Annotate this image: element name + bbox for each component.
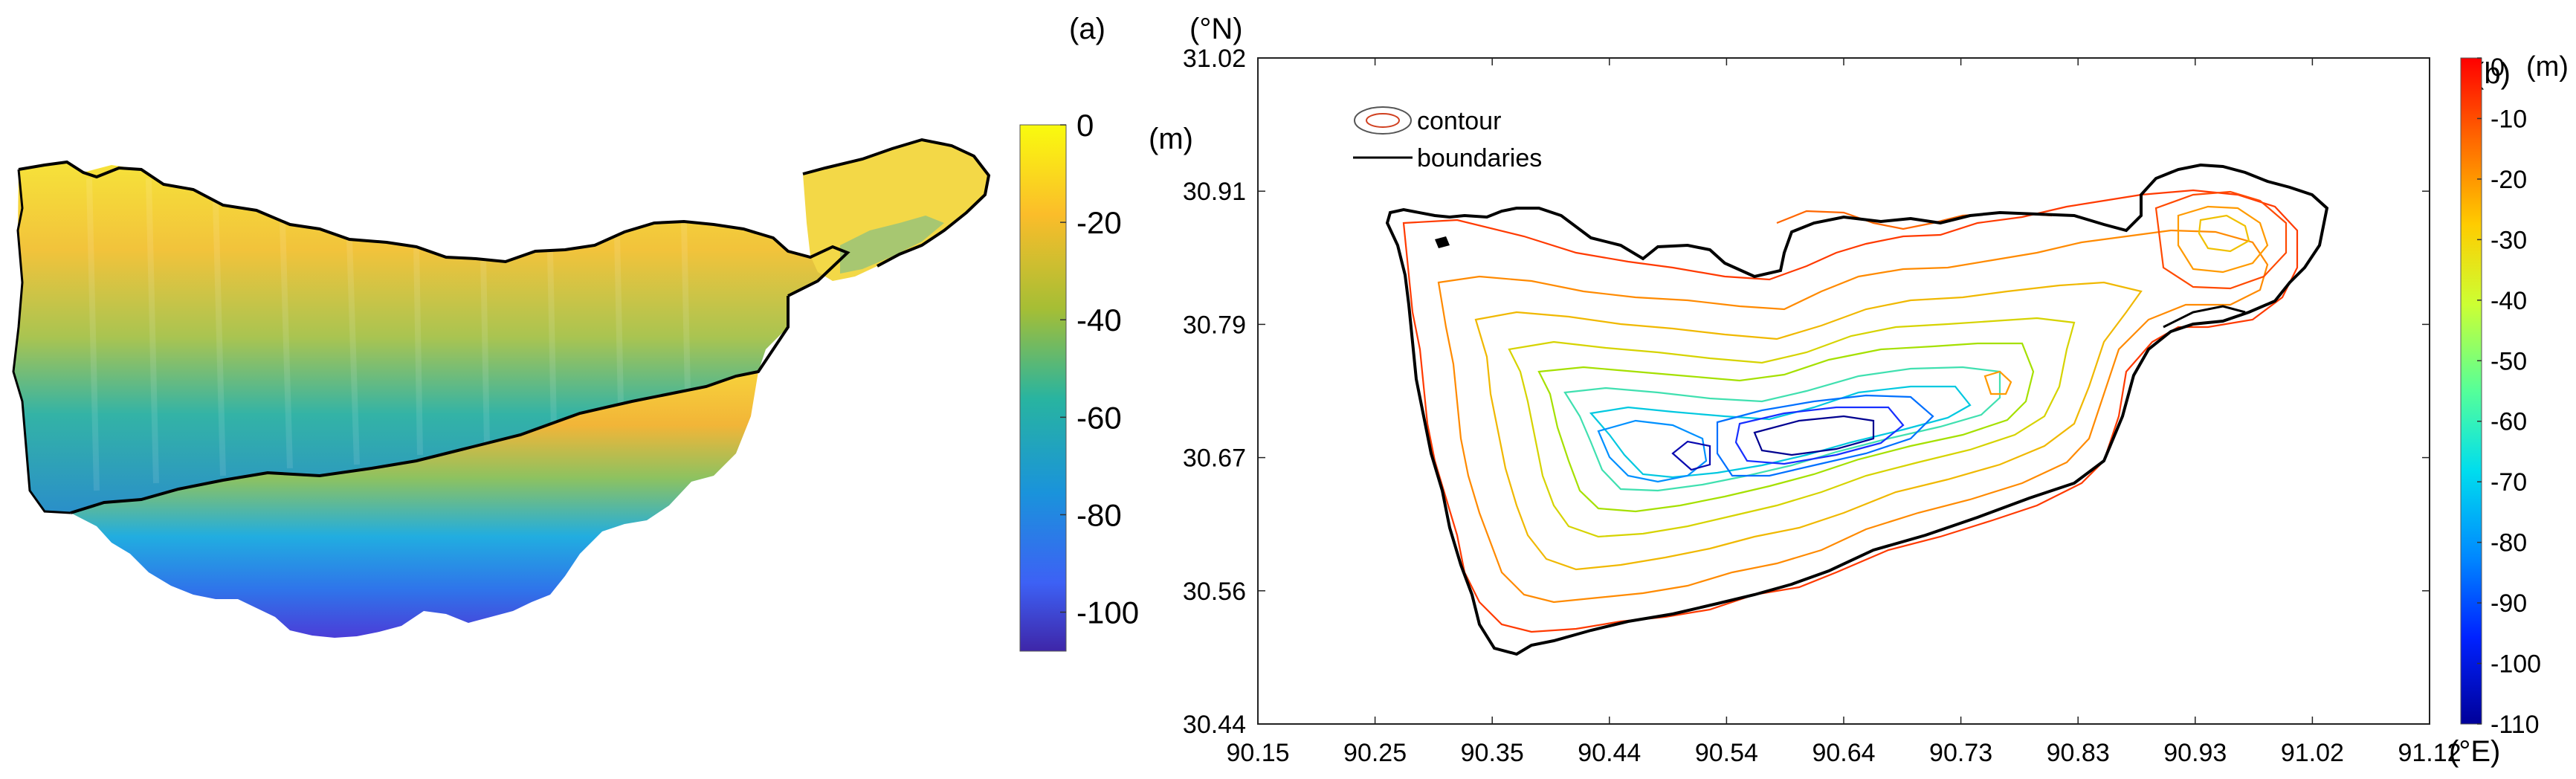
boundary-a-left xyxy=(12,169,71,514)
contour-50m xyxy=(1537,342,2035,513)
contour-80m-e xyxy=(1716,394,1934,477)
legend-contour-label: contour xyxy=(1417,107,1501,135)
y-tick-label: 31.02 xyxy=(1183,45,1246,73)
contour-90m xyxy=(1734,406,1905,465)
surface-lobe-shade xyxy=(840,216,944,274)
colorbar-a-unit: (m) xyxy=(1149,123,1193,155)
contour-20m xyxy=(1437,229,2269,604)
contour-70m xyxy=(1589,385,1972,479)
y-tick-label: 30.56 xyxy=(1183,578,1246,606)
surface-front xyxy=(71,372,758,638)
contour-lobe-20m xyxy=(2177,205,2269,274)
x-tick-label: 90.15 xyxy=(1226,739,1289,767)
legend-boundaries-label: boundaries xyxy=(1417,144,1542,172)
contour-lobe-30m xyxy=(2198,214,2250,253)
x-tick-label: 90.44 xyxy=(1578,739,1641,767)
surface-lobe xyxy=(803,140,989,281)
colorbar-b-tick-label: -10 xyxy=(2491,105,2527,133)
colorbar-a-tick-label: -40 xyxy=(1076,303,1122,337)
panel-a-label: (a) xyxy=(1069,13,1105,45)
colorbar-b-ticks: 0 -10 -20 -30 -40 -50 -60 -70 -80 -90 -100 -110 xyxy=(2477,54,2541,739)
boundary-a-lobe xyxy=(802,138,991,268)
colorbar-b-unit: (m) xyxy=(2526,51,2569,83)
x-tick-label: 90.35 xyxy=(1461,739,1524,767)
colorbar-b-tick-label: -40 xyxy=(2491,287,2527,315)
contour-100m-w xyxy=(1671,440,1711,471)
boundary-b-islet xyxy=(1435,236,1450,248)
boundary-b xyxy=(1385,163,2329,656)
colorbar-b-tick-label: -50 xyxy=(2491,347,2527,375)
plot-b-xlabel: (°E) xyxy=(2449,735,2500,768)
x-tick-label: 90.54 xyxy=(1695,739,1758,767)
colorbar-b-tick-label: -110 xyxy=(2491,711,2540,739)
panel-a: (a) (m) 0 -20 -40 -60 -80 -100 xyxy=(12,13,1193,652)
colorbar-b-tick-label: -100 xyxy=(2491,650,2541,679)
panel-b: 90.15 90.25 90.35 90.44 90.54 90.64 90.73 90.83… xyxy=(1183,13,2569,768)
surface-streaks xyxy=(86,178,691,491)
y-tick-label: 30.67 xyxy=(1183,445,1246,473)
colorbar-b xyxy=(2460,57,2482,725)
x-tick-label: 90.93 xyxy=(2163,739,2227,767)
legend-contour-icon xyxy=(1354,106,1412,135)
contour-30m xyxy=(1474,281,2143,571)
x-tick-label: 91.12 xyxy=(2398,739,2461,767)
plot-b-ylabel: (°N) xyxy=(1189,13,1243,45)
boundary-a-top xyxy=(18,160,850,297)
colorbar-b-tick-label: -80 xyxy=(2491,529,2527,557)
contour-100m-e xyxy=(1753,415,1875,456)
x-tick-label: 90.83 xyxy=(2047,739,2110,767)
colorbar-a xyxy=(1019,124,1067,652)
colorbar-a-tick-label: -80 xyxy=(1076,497,1122,532)
colorbar-b-tick-label: -30 xyxy=(2491,226,2527,254)
contour-spot-30m xyxy=(1983,370,2012,395)
boundary-b-spit xyxy=(2163,305,2246,329)
contour-40m xyxy=(1508,317,2076,538)
colorbar-a-tick-label: 0 xyxy=(1076,108,1094,143)
boundary-a-front xyxy=(70,296,790,514)
contour-60m xyxy=(1563,366,2001,492)
colorbar-b-tick-label: 0 xyxy=(2491,54,2505,82)
y-tick-label: 30.79 xyxy=(1183,311,1246,339)
x-tick-label: 90.25 xyxy=(1343,739,1407,767)
colorbar-a-tick-label: -100 xyxy=(1076,595,1139,630)
legend-b: contour boundaries xyxy=(1353,106,1542,172)
y-tick-label: 30.44 xyxy=(1183,711,1246,739)
x-tick-label: 91.02 xyxy=(2281,739,2344,767)
colorbar-b-tick-label: -20 xyxy=(2491,166,2527,194)
colorbar-a-ticks: 0 -20 -40 -60 -80 -100 xyxy=(1060,108,1139,630)
colorbar-a-tick-label: -20 xyxy=(1076,205,1122,240)
x-tick-label: 90.73 xyxy=(1929,739,1992,767)
legend-contour-icon-inner xyxy=(1366,113,1400,128)
plot-b-ticks: 90.15 90.25 90.35 90.44 90.54 90.64 90.73 90.83… xyxy=(1183,45,2462,767)
colorbar-b-tick-label: -70 xyxy=(2491,468,2527,497)
x-tick-label: 90.64 xyxy=(1812,739,1875,767)
surface-bowl xyxy=(13,162,848,513)
colorbar-a-tick-label: -60 xyxy=(1076,400,1122,435)
contour-lobe-10m xyxy=(2154,190,2288,290)
colorbar-b-tick-label: -90 xyxy=(2491,589,2527,618)
colorbar-b-tick-label: -60 xyxy=(2491,408,2527,436)
y-tick-label: 30.91 xyxy=(1183,178,1246,206)
